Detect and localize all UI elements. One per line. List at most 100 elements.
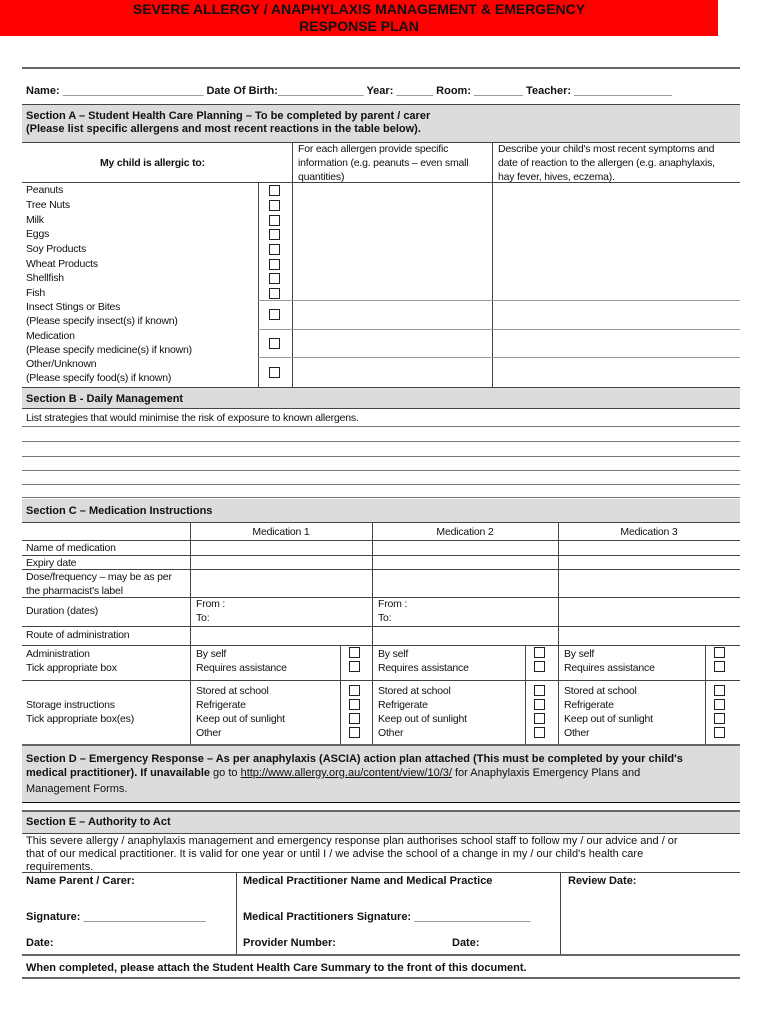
allergen-label: Fish [26,287,46,299]
storage-checkbox[interactable] [349,685,360,696]
practitioner-date-field[interactable]: Date: [452,937,480,949]
admin-option-label: By self [196,648,227,660]
allergen-checkbox[interactable] [269,337,280,349]
duration-to[interactable]: To: [196,612,210,624]
section-b-title: Section B - Daily Management [26,393,184,405]
admin-option-label: Requires assistance [196,662,287,674]
storage-checkbox[interactable] [714,685,725,696]
row-label-dose: Dose/frequency – may be as per [26,571,172,583]
section-e-title: Section E – Authority to Act [26,816,171,828]
allergen-label: (Please specify insect(s) if known) [26,315,178,327]
section-c-title: Section C – Medication Instructions [26,505,213,517]
storage-checkbox[interactable] [349,699,360,710]
allergen-label: Tree Nuts [26,199,70,211]
write-in-line[interactable] [22,470,740,471]
allergic-to-header: My child is allergic to: [100,157,205,169]
row-label-admin: Administration [26,648,90,660]
allergy-org-link[interactable]: http://www.allergy.org.au/content/view/1… [240,767,452,779]
provider-number-field[interactable]: Provider Number: [243,937,336,949]
admin-checkbox[interactable] [349,647,360,658]
section-d-text: Section D – Emergency Response – As per … [26,753,683,795]
allergen-checkbox[interactable] [269,185,280,196]
title-line-1: SEVERE ALLERGY / ANAPHYLAXIS MANAGEMENT … [132,1,586,17]
allergen-checkbox[interactable] [269,244,280,255]
storage-option-label: Refrigerate [196,699,246,711]
storage-option-label: Keep out of sunlight [378,713,467,725]
row-label-storage: Storage instructions [26,699,115,711]
allergen-checkbox[interactable] [269,259,280,270]
specific-info-header: For each allergen provide specific inform… [298,143,469,183]
allergen-checkbox[interactable] [269,229,280,240]
admin-option-label: By self [378,648,409,660]
storage-option-label: Keep out of sunlight [564,713,653,725]
storage-checkbox[interactable] [349,727,360,738]
allergen-checkbox[interactable] [269,366,280,378]
admin-checkbox[interactable] [714,647,725,658]
allergen-checkbox[interactable] [269,309,280,320]
admin-checkbox[interactable] [349,661,360,672]
duration-to[interactable]: To: [378,612,392,624]
storage-option-label: Keep out of sunlight [196,713,285,725]
title-line-2: RESPONSE PLAN [299,18,419,34]
storage-checkbox[interactable] [534,713,545,724]
row-label-storage: Tick appropriate box(es) [26,713,135,725]
parent-name-field[interactable]: Name Parent / Carer: [26,875,135,887]
medication-header: Medication 2 [436,526,494,538]
document-title: SEVERE ALLERGY / ANAPHYLAXIS MANAGEMENT … [0,0,718,36]
storage-option-label: Other [564,727,590,739]
allergen-checkbox[interactable] [269,287,280,299]
medication-header: Medication 3 [620,526,678,538]
storage-option-label: Refrigerate [564,699,614,711]
parent-date-field[interactable]: Date: [26,937,54,949]
section-a-subtitle: (Please list specific allergens and most… [26,123,421,135]
row-label-dose: the pharmacist's label [26,585,123,597]
storage-checkbox[interactable] [534,699,545,710]
duration-from[interactable]: From : [196,598,226,610]
review-date-field[interactable]: Review Date: [568,875,637,887]
student-details-fields[interactable]: Name: _______________________ Date Of Bi… [26,85,673,97]
row-label-route: Route of administration [26,629,130,641]
section-b-prompt: List strategies that would minimise the … [26,412,359,424]
write-in-line[interactable] [22,441,740,442]
footer-note: When completed, please attach the Studen… [26,962,527,974]
allergen-label: Peanuts [26,184,64,196]
write-in-line[interactable] [22,484,740,485]
authority-text: This severe allergy / anaphylaxis manage… [26,835,678,873]
storage-option-label: Other [196,727,222,739]
admin-checkbox[interactable] [534,647,545,658]
admin-option-label: Requires assistance [564,662,655,674]
write-in-line[interactable] [22,456,740,457]
row-label-duration: Duration (dates) [26,605,99,617]
admin-option-label: Requires assistance [378,662,469,674]
row-label-admin: Tick appropriate box [26,662,117,674]
storage-option-label: Refrigerate [378,699,428,711]
allergen-label: (Please specify medicine(s) if known) [26,344,192,356]
write-in-line[interactable] [22,497,740,498]
storage-checkbox[interactable] [534,727,545,738]
allergen-checkbox[interactable] [269,215,280,226]
allergen-label: Wheat Products [26,258,98,270]
symptoms-header: Describe your child's most recent sympto… [498,143,715,183]
admin-checkbox[interactable] [534,661,545,672]
allergen-label: Milk [26,214,44,226]
storage-checkbox[interactable] [714,727,725,738]
medication-header: Medication 1 [252,526,310,538]
duration-from[interactable]: From : [378,598,408,610]
allergen-checkbox[interactable] [269,273,280,284]
storage-checkbox[interactable] [714,699,725,710]
parent-signature-field[interactable]: Signature: ____________________ [26,911,206,923]
row-label-expiry: Expiry date [26,557,77,569]
storage-option-label: Other [378,727,404,739]
storage-checkbox[interactable] [349,713,360,724]
allergen-label: Medication [26,330,75,342]
storage-checkbox[interactable] [714,713,725,724]
admin-checkbox[interactable] [714,661,725,672]
allergen-label: (Please specify food(s) if known) [26,372,172,384]
allergen-label: Eggs [26,228,50,240]
practitioner-name-field[interactable]: Medical Practitioner Name and Medical Pr… [243,875,493,887]
allergen-checkbox[interactable] [269,200,280,211]
allergen-label: Soy Products [26,243,87,255]
write-in-line[interactable] [22,426,740,427]
storage-checkbox[interactable] [534,685,545,696]
practitioner-signature-field[interactable]: Medical Practitioners Signature: _______… [243,911,531,923]
